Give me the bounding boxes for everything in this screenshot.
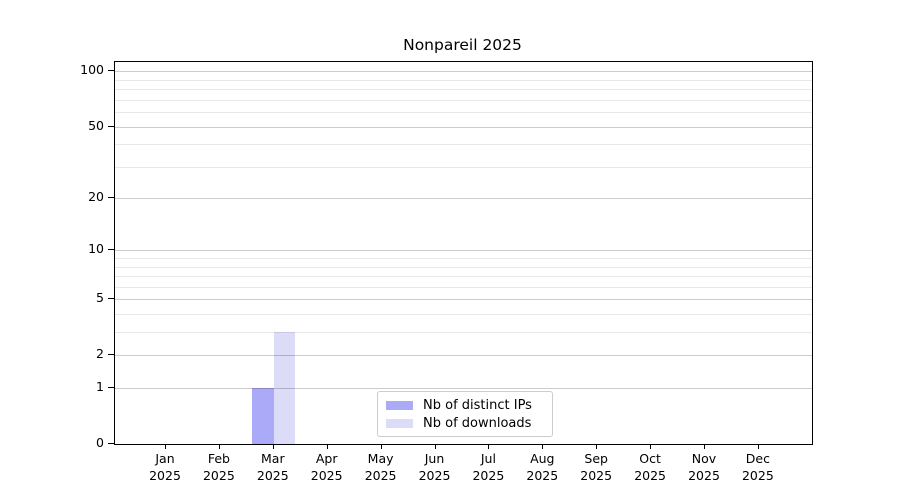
bar-nb-of-distinct-ips-mar (252, 388, 274, 444)
gridline-major-y-100 (115, 71, 812, 73)
y-tick-10 (108, 249, 114, 251)
x-tick-aug (542, 444, 544, 449)
y-tick-label-5: 5 (96, 290, 104, 306)
x-tick-dec (757, 444, 759, 449)
legend: Nb of distinct IPs Nb of downloads (377, 391, 553, 437)
x-tick-jan (165, 444, 166, 449)
legend-label-distinct-ips: Nb of distinct IPs (423, 397, 532, 413)
y-tick-label-10: 10 (88, 241, 104, 257)
gridline-major-y-50 (115, 126, 812, 128)
gridline-minor-y-4 (115, 314, 812, 316)
x-tick-label-jun: Jun 2025 (418, 451, 451, 483)
x-tick-label-oct: Oct 2025 (634, 451, 666, 483)
x-tick-mar (272, 444, 274, 449)
y-tick-5 (108, 298, 114, 300)
y-tick-1 (108, 387, 114, 389)
x-tick-label-dec: Dec 2025 (741, 451, 774, 483)
gridline-minor-y-80 (115, 89, 812, 91)
x-tick-apr (326, 444, 328, 449)
gridline-minor-y-9 (115, 258, 812, 260)
gridline-major-y-5 (115, 299, 812, 301)
legend-entry-distinct-ips: Nb of distinct IPs (378, 398, 552, 413)
bar-nb-of-downloads-mar (273, 332, 296, 444)
legend-swatch-distinct-ips-icon (386, 400, 413, 410)
y-tick-2 (108, 354, 114, 356)
gridline-minor-y-60 (115, 112, 812, 114)
y-tick-label-0: 0 (96, 435, 104, 450)
gridline-minor-y-3 (115, 332, 812, 334)
x-tick-jul (488, 444, 490, 449)
y-tick-label-100: 100 (80, 62, 104, 78)
y-tick-label-50: 50 (88, 117, 104, 133)
x-tick-sep (596, 444, 598, 449)
gridline-major-y-1 (115, 388, 812, 390)
x-tick-oct (650, 444, 652, 449)
y-tick-0 (108, 443, 114, 444)
gridline-minor-y-7 (115, 276, 812, 278)
x-tick-label-nov: Nov 2025 (688, 451, 720, 483)
y-tick-label-20: 20 (88, 189, 104, 205)
gridline-minor-y-90 (115, 79, 812, 81)
gridline-minor-y-40 (115, 144, 812, 146)
gridline-major-y-2 (115, 355, 812, 357)
gridline-minor-y-6 (115, 286, 812, 288)
gridline-major-y-20 (115, 198, 812, 200)
y-tick-label-1: 1 (96, 379, 104, 395)
y-tick-20 (108, 197, 114, 199)
x-tick-nov (704, 444, 705, 449)
legend-label-downloads: Nb of downloads (423, 415, 532, 431)
plot-area (114, 61, 813, 445)
x-tick-label-feb: Feb 2025 (202, 451, 235, 483)
x-tick-jun (434, 444, 436, 449)
x-tick-feb (218, 444, 220, 449)
x-tick-label-aug: Aug 2025 (526, 451, 559, 483)
x-tick-label-jan: Jan 2025 (149, 451, 181, 483)
chart-title: Nonpareil 2025 (403, 36, 522, 54)
x-tick-label-apr: Apr 2025 (310, 451, 343, 483)
x-tick-label-mar: Mar 2025 (256, 451, 289, 483)
gridline-minor-y-8 (115, 266, 812, 268)
x-tick-may (380, 444, 382, 449)
gridline-minor-y-30 (115, 166, 812, 168)
y-tick-50 (108, 125, 114, 127)
gridline-minor-y-70 (115, 99, 812, 101)
legend-entry-downloads: Nb of downloads (378, 416, 552, 431)
y-tick-label-2: 2 (96, 346, 104, 362)
x-tick-label-may: May 2025 (364, 451, 397, 483)
x-tick-label-sep: Sep 2025 (580, 451, 613, 483)
gridline-major-y-10 (115, 250, 812, 252)
x-tick-label-jul: Jul 2025 (472, 451, 505, 483)
y-tick-100 (108, 70, 114, 72)
legend-swatch-downloads-icon (386, 418, 413, 428)
